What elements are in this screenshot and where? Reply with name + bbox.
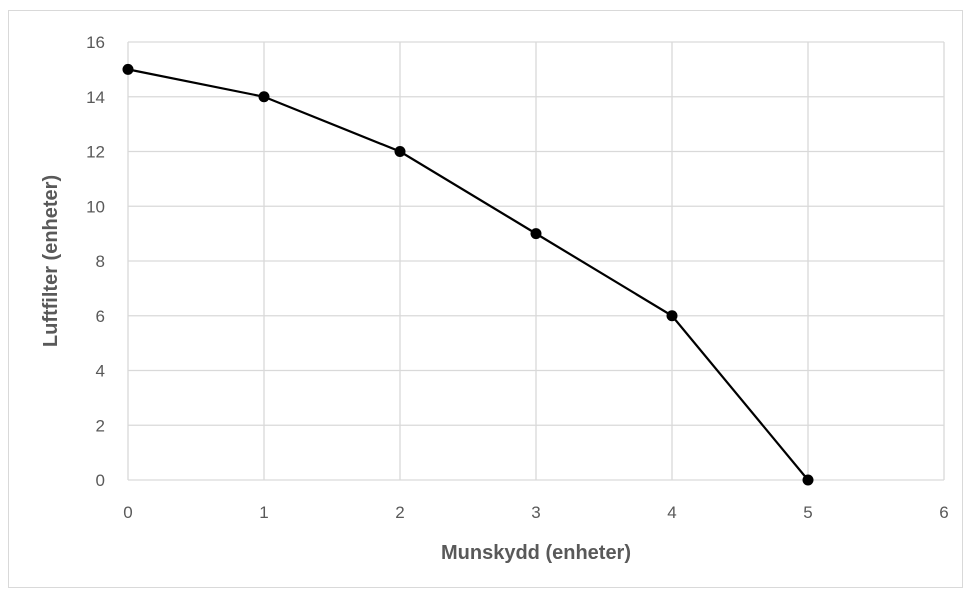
series — [122, 63, 814, 486]
x-tick-label: 4 — [667, 503, 676, 522]
x-axis-title: Munskydd (enheter) — [441, 542, 631, 564]
y-tick-label: 12 — [86, 143, 105, 162]
y-tick-label: 14 — [86, 88, 105, 107]
y-tick-label: 8 — [96, 252, 105, 271]
y-tick-label: 4 — [96, 362, 105, 381]
x-tick-label: 1 — [259, 503, 268, 522]
x-tick-labels: 0 1 2 3 4 5 6 — [123, 503, 948, 522]
y-tick-label: 16 — [86, 33, 105, 52]
x-tick-label: 2 — [395, 503, 404, 522]
data-point — [394, 146, 406, 157]
data-point — [530, 228, 542, 240]
x-tick-label: 3 — [531, 503, 540, 522]
y-tick-label: 2 — [96, 416, 105, 435]
y-tick-label: 10 — [86, 197, 105, 216]
chart-frame — [8, 10, 963, 588]
data-point — [122, 63, 134, 75]
y-tick-label: 0 — [96, 471, 105, 490]
gridlines — [127, 41, 945, 481]
x-tick-label: 5 — [803, 503, 812, 522]
x-tick-label: 0 — [123, 503, 132, 522]
data-point — [666, 310, 678, 322]
x-tick-label: 6 — [939, 503, 948, 522]
y-axis-title: Luftfilter (enheter) — [40, 175, 62, 347]
y-tick-labels: 0 2 4 6 8 10 12 14 16 — [86, 33, 105, 490]
data-point — [258, 91, 270, 103]
series-line — [127, 68, 809, 481]
data-point — [802, 474, 814, 486]
y-tick-label: 6 — [96, 307, 105, 326]
